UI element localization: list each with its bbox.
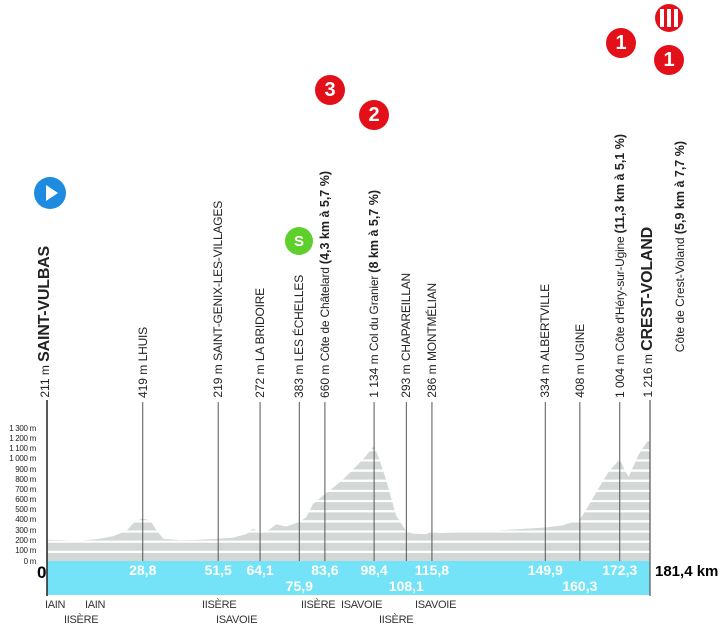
x-end-label: 181,4 km — [655, 563, 719, 580]
waypoint-label: 383 m LES ÉCHELLES — [292, 275, 307, 398]
department-label: IISÈRE — [64, 614, 99, 625]
waypoint-elevation: 408 m — [572, 361, 587, 398]
kom-badge: 3 — [315, 75, 345, 105]
waypoint-label: 286 m MONTMÉLIAN — [424, 283, 439, 398]
waypoint-elevation: 219 m — [211, 361, 226, 398]
climb-name: Côte de Crest-Voland — [673, 233, 687, 352]
km-marker-label: 64,1 — [246, 562, 274, 578]
waypoint-name: SAINT-VULBAS — [36, 246, 53, 363]
y-tick-label: 1 000 m — [9, 454, 36, 464]
waypoint-label: 219 m SAINT-GENIX-LES-VILLAGES — [211, 201, 226, 398]
department-label: IAIN — [85, 599, 106, 611]
y-tick-label: 1 100 m — [9, 444, 36, 454]
km-marker-label: 149,9 — [527, 562, 563, 578]
waypoint-name: ALBERTVILLE — [538, 284, 553, 362]
kom-category: 2 — [368, 103, 380, 126]
km-marker-label: 83,6 — [311, 562, 339, 578]
y-tick-label: 100 m — [15, 545, 36, 555]
waypoint-name: LHUIS — [135, 326, 150, 362]
department-label: ISAVOIE — [415, 599, 457, 611]
sprint-icon: S — [293, 232, 304, 250]
x-start-label: 0 — [37, 563, 47, 582]
waypoint-name: UGINE — [572, 324, 587, 362]
waypoint-label: 272 m LA BRIDOIRE — [253, 288, 268, 398]
department-label: IISÈRE — [379, 614, 414, 625]
waypoint-elevation: 1 004 m — [612, 351, 627, 398]
waypoint-label: 1 004 m Côte d'Héry-sur-Ugine (11,3 km à… — [612, 133, 627, 398]
waypoint-elevation: 211 m — [38, 362, 52, 398]
y-tick-label: 1 300 m — [9, 424, 36, 433]
y-tick-label: 600 m — [15, 495, 36, 505]
waypoint-name: Côte d'Héry-sur-Ugine — [612, 233, 627, 352]
y-tick-label: 700 m — [15, 484, 36, 494]
department-label: IAIN — [45, 599, 66, 611]
waypoint-label: 660 m Côte de Châtelard (4,3 km à 5,7 %) — [317, 171, 332, 398]
km-marker-label: 115,8 — [414, 562, 450, 578]
waypoint-elevation: 334 m — [538, 361, 553, 398]
waypoint-elevation: 272 m — [253, 361, 268, 398]
kom-badge: 1 — [606, 28, 636, 58]
waypoint-sublabel: Côte de Crest-Voland (5,9 km à 7,7 %) — [673, 140, 687, 352]
waypoint-elevation: 660 m — [317, 361, 332, 398]
waypoint-name: CREST-VOLAND — [639, 227, 656, 352]
y-tick-label: 900 m — [15, 464, 36, 474]
waypoint-elevation: 383 m — [292, 361, 307, 398]
waypoint-label: 1 216 m CREST-VOLAND — [639, 227, 656, 398]
waypoint-name: Col du Granier — [367, 272, 382, 352]
waypoint-name: LA BRIDOIRE — [253, 288, 268, 362]
waypoint-name: CHAPAREILLAN — [399, 273, 414, 362]
km-marker-label: 172,3 — [602, 562, 638, 578]
climb-detail: (4,3 km à 5,7 %) — [317, 171, 332, 265]
kom-category: 1 — [663, 48, 675, 71]
checkered-flag-icon — [660, 9, 678, 27]
kom-category: 1 — [615, 31, 627, 54]
waypoint-name: LES ÉCHELLES — [292, 275, 307, 362]
waypoint-name: MONTMÉLIAN — [424, 283, 439, 362]
kom-category: 3 — [324, 78, 336, 101]
waypoint-elevation: 419 m — [135, 361, 150, 398]
department-label: IISÈRE — [202, 599, 237, 611]
elevation-profile — [47, 437, 650, 561]
waypoint-label: 293 m CHAPAREILLAN — [399, 273, 414, 398]
waypoint-elevation: 1 216 m — [641, 351, 655, 398]
y-tick-label: 200 m — [15, 535, 36, 545]
kom-badge: 2 — [359, 100, 389, 130]
sprint-badge: S — [285, 227, 313, 255]
department-label: ISAVOIE — [216, 614, 258, 625]
km-band — [47, 561, 650, 595]
waypoint-label: 419 m LHUIS — [135, 326, 150, 398]
waypoint-label: 211 m SAINT-VULBAS — [36, 246, 53, 398]
km-marker-label: 160,3 — [562, 578, 598, 594]
waypoint-label: 334 m ALBERTVILLE — [538, 284, 553, 398]
climb-detail: (11,3 km à 5,1 %) — [612, 133, 627, 234]
y-tick-label: 500 m — [15, 505, 36, 515]
finish-badge — [655, 4, 683, 32]
km-marker-label: 51,5 — [204, 562, 232, 578]
km-marker-label: 108,1 — [388, 578, 424, 594]
waypoint-label: 1 134 m Col du Granier (8 km à 5,7 %) — [367, 190, 382, 398]
km-marker-label: 98,4 — [360, 562, 388, 578]
department-label: IISÈRE — [301, 599, 336, 611]
kom-badge: 1 — [654, 45, 684, 75]
y-tick-label: 300 m — [15, 525, 36, 535]
play-icon — [45, 185, 58, 201]
y-tick-label: 0 m — [23, 557, 37, 566]
department-label: ISAVOIE — [341, 599, 383, 611]
waypoint-label: 408 m UGINE — [572, 324, 587, 398]
waypoint-elevation: 293 m — [399, 361, 414, 398]
waypoint-elevation: 1 134 m — [367, 351, 382, 398]
y-tick-label: 400 m — [15, 515, 36, 525]
waypoint-name: Côte de Châtelard — [317, 264, 332, 362]
y-tick-label: 1 200 m — [9, 434, 36, 444]
waypoint-name: SAINT-GENIX-LES-VILLAGES — [211, 201, 226, 362]
km-marker-label: 28,8 — [129, 562, 157, 578]
climb-detail: (8 km à 5,7 %) — [367, 190, 382, 273]
climb-detail: (5,9 km à 7,7 %) — [673, 140, 687, 234]
km-marker-label: 75,9 — [285, 578, 313, 594]
y-tick-label: 800 m — [15, 474, 36, 484]
start-badge — [34, 177, 66, 209]
waypoint-elevation: 286 m — [424, 361, 439, 398]
